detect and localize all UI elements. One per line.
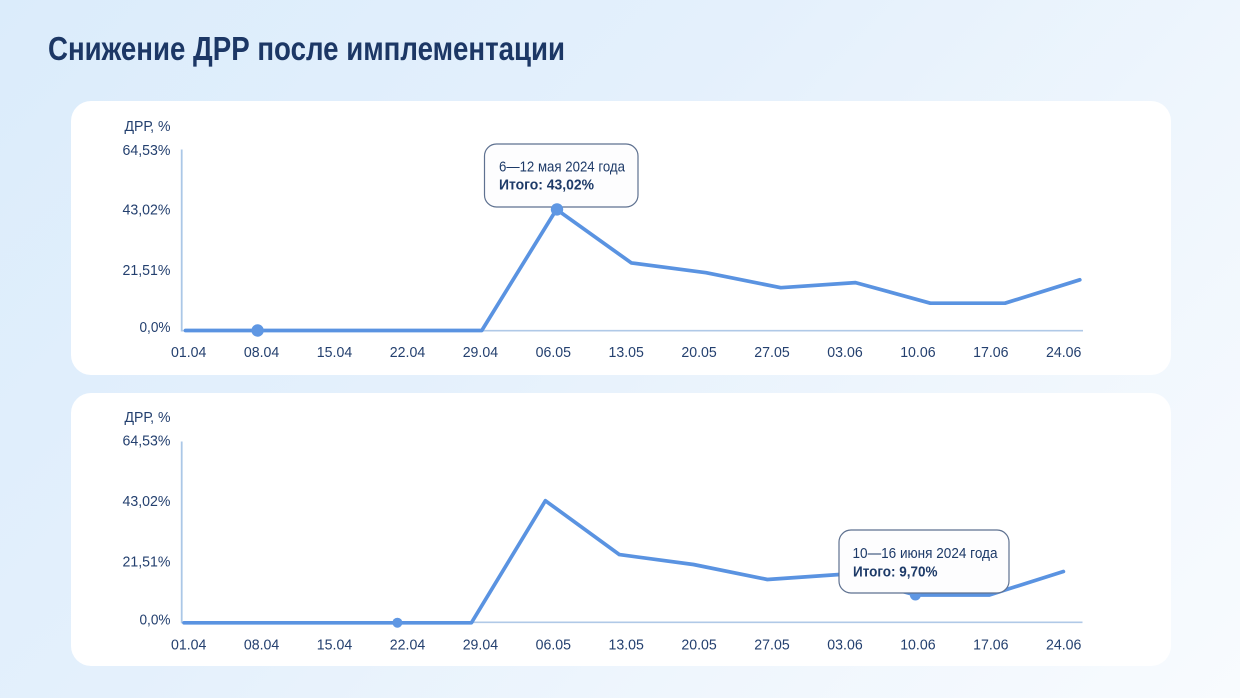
svg-text:Итого: 43,02%: Итого: 43,02% (499, 177, 594, 194)
svg-text:13.05: 13.05 (609, 637, 644, 653)
svg-text:ДРР, %: ДРР, % (125, 410, 171, 426)
svg-text:08.04: 08.04 (244, 345, 279, 361)
svg-text:43,02%: 43,02% (123, 203, 171, 219)
svg-text:15.04: 15.04 (317, 345, 352, 361)
svg-text:03.06: 03.06 (827, 345, 862, 361)
svg-text:21,51%: 21,51% (123, 263, 171, 279)
svg-text:21,51%: 21,51% (123, 555, 171, 571)
svg-text:29.04: 29.04 (463, 345, 498, 361)
svg-text:Итого: 9,70%: Итого: 9,70% (853, 564, 938, 581)
svg-text:10.06: 10.06 (900, 637, 935, 653)
svg-text:22.04: 22.04 (390, 637, 425, 653)
svg-text:64,53%: 64,53% (123, 143, 171, 159)
svg-text:08.04: 08.04 (244, 637, 279, 653)
svg-text:13.05: 13.05 (609, 345, 644, 361)
svg-text:10.06: 10.06 (900, 345, 935, 361)
svg-text:0,0%: 0,0% (140, 612, 171, 628)
svg-text:10—16 июня 2024 года: 10—16 июня 2024 года (853, 545, 999, 562)
svg-text:22.04: 22.04 (390, 345, 425, 361)
svg-text:17.06: 17.06 (973, 345, 1008, 361)
svg-text:24.06: 24.06 (1046, 345, 1081, 361)
svg-text:27.05: 27.05 (754, 637, 789, 653)
svg-text:0,0%: 0,0% (140, 320, 171, 336)
svg-text:06.05: 06.05 (536, 637, 571, 653)
svg-text:27.05: 27.05 (754, 345, 789, 361)
svg-text:06.05: 06.05 (536, 345, 571, 361)
svg-text:01.04: 01.04 (171, 637, 206, 653)
svg-text:20.05: 20.05 (681, 345, 716, 361)
svg-text:ДРР, %: ДРР, % (125, 119, 171, 135)
svg-text:15.04: 15.04 (317, 637, 352, 653)
svg-text:01.04: 01.04 (171, 345, 206, 361)
svg-text:03.06: 03.06 (827, 637, 862, 653)
svg-text:43,02%: 43,02% (123, 494, 171, 510)
svg-text:64,53%: 64,53% (123, 433, 171, 449)
svg-text:29.04: 29.04 (463, 637, 498, 653)
svg-text:20.05: 20.05 (681, 637, 716, 653)
svg-text:24.06: 24.06 (1046, 637, 1081, 653)
svg-text:17.06: 17.06 (973, 637, 1008, 653)
svg-text:6—12 мая 2024 года: 6—12 мая 2024 года (499, 158, 626, 175)
